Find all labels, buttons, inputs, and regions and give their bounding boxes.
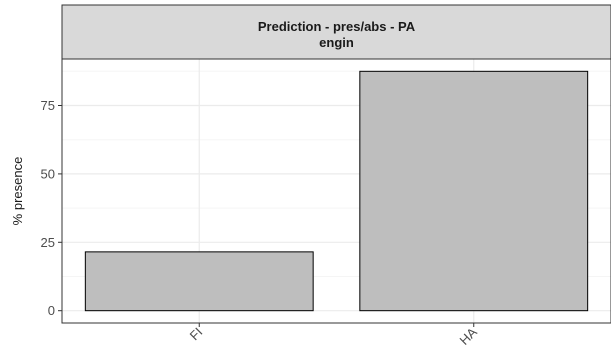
y-axis: 0 25 50 75 [41, 98, 62, 318]
y-axis-title: % presence [10, 157, 25, 226]
y-tick-label: 50 [41, 166, 55, 181]
bars [84, 70, 589, 312]
y-tick-label: 25 [41, 235, 55, 250]
facet-strip-title-line-1: Prediction - pres/abs - PA [258, 19, 416, 34]
bar-ha [359, 70, 589, 312]
bar-fi [84, 251, 314, 312]
facet-strip-background [61, 4, 611, 60]
y-tick-label: 0 [48, 303, 55, 318]
y-tick-label: 75 [41, 98, 55, 113]
facet-strip: Prediction - pres/abs - PA engin [61, 4, 611, 60]
facet-strip-title-line-2: engin [319, 35, 354, 50]
panel-border [61, 58, 611, 324]
plot-panel [61, 58, 611, 324]
